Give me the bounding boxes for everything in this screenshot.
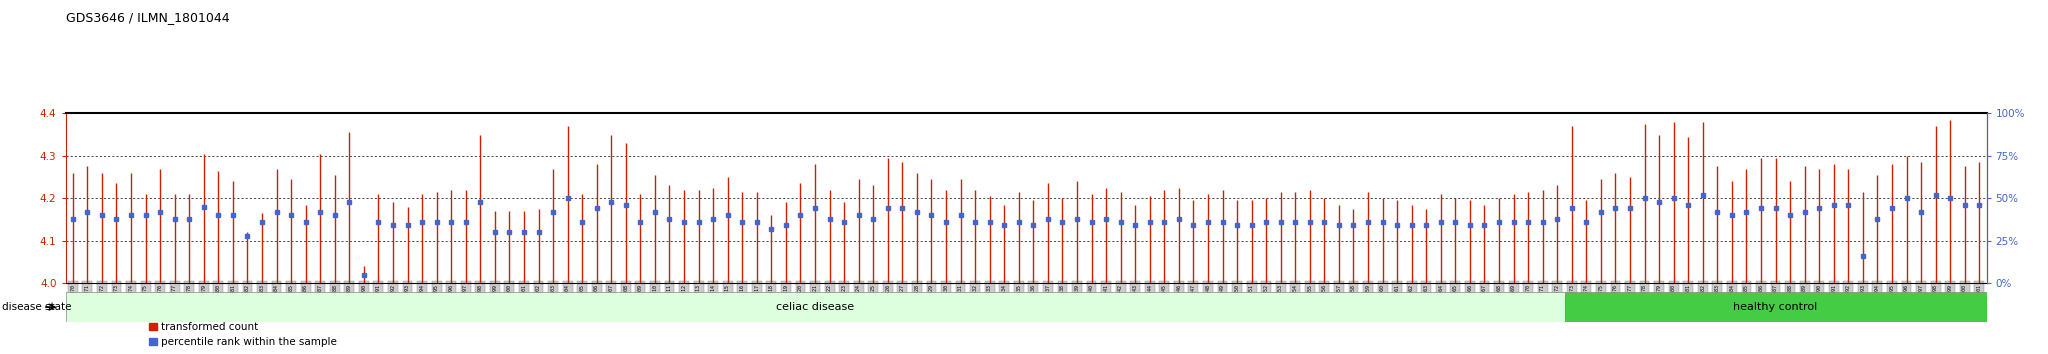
Text: healthy control: healthy control: [1733, 302, 1819, 312]
Legend: transformed count, percentile rank within the sample: transformed count, percentile rank withi…: [150, 322, 338, 347]
Text: celiac disease: celiac disease: [776, 302, 854, 312]
Text: disease state: disease state: [2, 302, 72, 312]
Text: GDS3646 / ILMN_1801044: GDS3646 / ILMN_1801044: [66, 11, 229, 24]
Bar: [66, 292, 1565, 322]
Bar: [1565, 292, 1987, 322]
